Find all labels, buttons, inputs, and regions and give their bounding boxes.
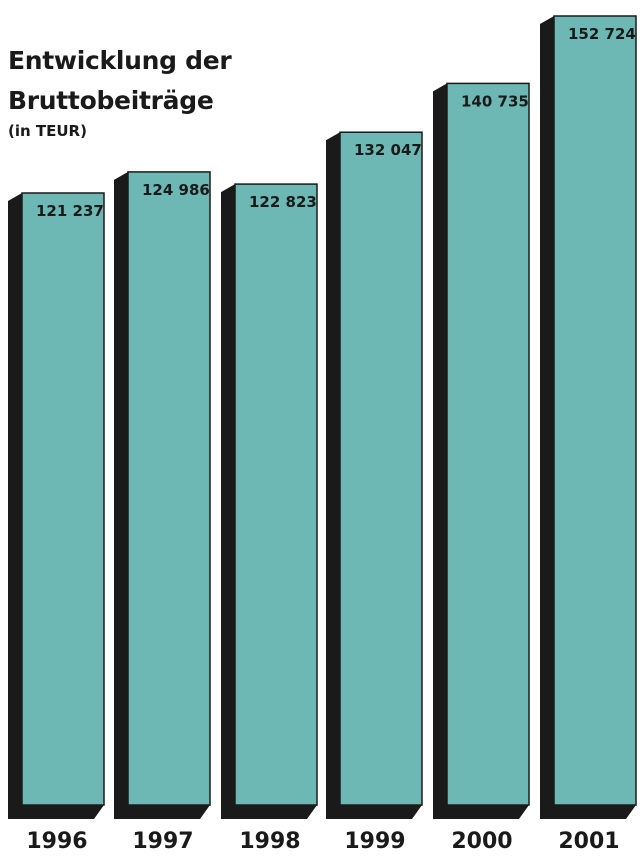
bar-value-label: 121 237	[36, 202, 104, 220]
x-tick-label: 1996	[26, 829, 87, 854]
bar-shadow	[433, 83, 529, 819]
bar-group-1997: 124 986 1997	[114, 171, 211, 854]
bar	[446, 82, 530, 806]
bar	[553, 15, 637, 806]
bar	[339, 131, 423, 806]
bar-shadow	[114, 171, 210, 820]
bar-group-2001: 152 724 2001	[540, 15, 637, 854]
bar-shadow	[8, 193, 104, 819]
bar-group-1998: 122 823 1998	[221, 183, 318, 854]
bar	[21, 192, 105, 806]
x-tick-label: 2001	[558, 829, 619, 854]
bar-value-label: 122 823	[249, 193, 317, 211]
bar-group-2000: 140 735 2000	[433, 82, 530, 854]
bar-group-1996: 121 237 1996	[8, 192, 105, 854]
x-tick-label: 1999	[344, 829, 405, 854]
chart-subtitle: (in TEUR)	[8, 122, 87, 140]
bar-group-1999: 132 047 1999	[326, 131, 423, 854]
bar-value-label: 132 047	[354, 141, 422, 159]
bar-value-label: 140 735	[461, 92, 529, 110]
chart-title-line-2: Bruttobeiträge	[8, 86, 214, 115]
bar	[127, 171, 211, 806]
bar-shadow	[540, 16, 636, 819]
x-tick-label: 1998	[239, 829, 300, 854]
bar	[234, 183, 318, 806]
bar-shadow	[221, 184, 317, 819]
bar-shadow	[326, 132, 422, 819]
chart-title-line-1: Entwicklung der	[8, 46, 232, 75]
bar-value-label: 124 986	[142, 181, 210, 199]
x-tick-label: 1997	[132, 829, 193, 854]
x-tick-label: 2000	[451, 829, 512, 854]
bar-value-label: 152 724	[568, 25, 636, 43]
